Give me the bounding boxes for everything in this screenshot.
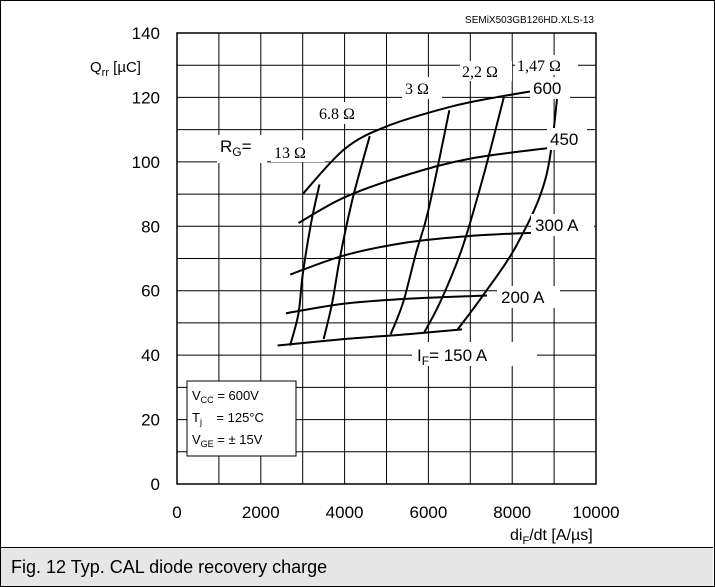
label-res-6-8: 6.8 Ω <box>319 106 355 123</box>
condition-vge-main: V <box>192 432 201 447</box>
x-axis-label-sub: F <box>522 535 529 547</box>
condition-vge-rest: = ± 15V <box>214 432 263 447</box>
y-tick-label-0: 0 <box>151 475 160 494</box>
rg-label-sub: G <box>232 145 241 159</box>
figure-caption: Fig. 12 Typ. CAL diode recovery charge <box>11 557 328 577</box>
curve-current-1 <box>285 294 488 315</box>
y-tick-label-20: 20 <box>141 411 160 430</box>
condition-tj: Tj = 125°C <box>192 410 264 427</box>
curve-current-2 <box>289 231 534 276</box>
curve-layer <box>277 85 563 347</box>
label-res-2-2: 2,2 Ω <box>462 64 498 81</box>
tick-labels: 0 2000 4000 6000 8000 10000 0 20 40 60 80 100 120 140 <box>132 24 620 522</box>
label-200-bg <box>497 286 560 308</box>
plot-border <box>176 32 597 485</box>
condition-vge-sub: GE <box>201 439 214 449</box>
y-axis-label-sub: rr <box>102 67 110 79</box>
label-current-150: IF= 150 A <box>417 346 488 368</box>
rg-label-main: R <box>220 137 232 156</box>
label-1-47-bg <box>515 55 578 75</box>
condition-vcc-rest: = 600V <box>214 388 260 403</box>
y-tick-label-60: 60 <box>141 282 160 301</box>
x-axis-label: diF/dt [A/µs] <box>510 527 593 547</box>
curve-current-3 <box>298 146 555 224</box>
x-tick-label-0: 0 <box>172 503 181 522</box>
x-tick-label-4000: 4000 <box>326 503 364 522</box>
curve-current-0 <box>277 328 463 347</box>
label-res-3: 3 Ω <box>405 81 429 98</box>
label-6-8-bg <box>317 102 371 124</box>
label-600-bg <box>530 77 570 99</box>
label-current-600: 600 <box>533 79 561 98</box>
curve-resistance-2 <box>389 110 451 335</box>
conditions-box <box>186 380 297 457</box>
curve-resistance-0 <box>289 184 321 346</box>
x-axis-label-post: /dt [A/µs] <box>529 527 592 544</box>
label-res-13: 13 Ω <box>274 145 306 162</box>
condition-tj-sub: j <box>199 417 202 427</box>
label-300-bg <box>531 214 594 236</box>
y-tick-label-80: 80 <box>141 217 160 236</box>
caption-bar: Fig. 12 Typ. CAL diode recovery charge <box>1 547 713 586</box>
x-tick-label-6000: 6000 <box>409 503 447 522</box>
y-tick-label-100: 100 <box>132 153 160 172</box>
label-current-200: 200 A <box>501 288 545 307</box>
condition-vge: VGE = ± 15V <box>192 432 263 449</box>
label-current-300: 300 A <box>535 216 579 235</box>
y-axis-label-unit: [µC] <box>109 59 141 76</box>
curve-current-4 <box>301 85 563 195</box>
condition-vcc-sub: CC <box>201 395 214 405</box>
label-2-2-bg <box>460 61 512 81</box>
condition-tj-main: T <box>192 410 200 425</box>
x-tick-label-2000: 2000 <box>242 503 280 522</box>
y-tick-label-140: 140 <box>132 24 160 43</box>
y-axis-label: Qrr [µC] <box>90 59 141 79</box>
label-current-150-main: I <box>417 346 422 365</box>
x-tick-label-8000: 8000 <box>493 503 531 522</box>
label-current-150-sub: F <box>422 354 429 368</box>
y-tick-label-120: 120 <box>132 88 160 107</box>
condition-tj-rest: = 125°C <box>202 410 264 425</box>
y-tick-label-40: 40 <box>141 346 160 365</box>
curve-resistance-1 <box>322 135 371 340</box>
condition-vcc-main: V <box>192 388 201 403</box>
label-150-bg <box>412 342 537 366</box>
condition-vcc: VCC = 600V <box>192 388 259 405</box>
x-axis-label-pre: di <box>510 527 522 544</box>
rg-label: RG= <box>220 137 252 159</box>
rg-label-bg <box>217 135 267 163</box>
source-label: SEMiX503GB126HD.XLS-13 <box>465 15 594 26</box>
label-res-1-47: 1,47 Ω <box>517 58 561 75</box>
label-current-150-post: = 150 A <box>429 346 488 365</box>
x-tick-label-10000: 10000 <box>572 503 619 522</box>
label-3-bg <box>402 77 442 99</box>
label-13-bg <box>271 140 325 162</box>
curve-resistance-3 <box>423 97 505 334</box>
label-current-450: 450 <box>550 130 578 149</box>
rg-label-post: = <box>242 137 252 156</box>
y-axis-label-main: Q <box>90 59 102 76</box>
label-450-bg <box>547 128 587 150</box>
